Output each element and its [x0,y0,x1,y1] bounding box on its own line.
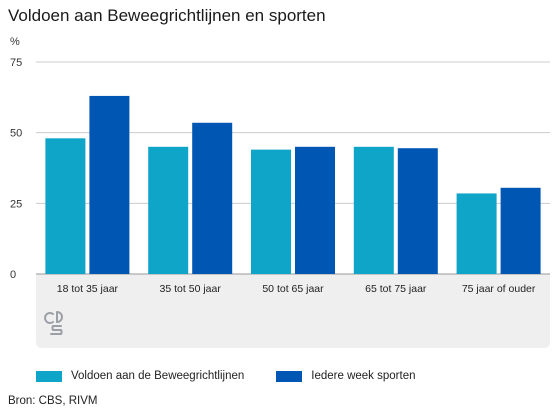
bar-beweegrichtlijnen-4 [456,193,497,274]
legend-item-beweegrichtlijnen: Voldoen aan de Beweegrichtlijnen [36,370,244,382]
chart-title: Voldoen aan Beweegrichtlijnen en sporten [8,6,326,25]
y-tick-label-75: 75 [10,57,22,69]
bar-beweegrichtlijnen-1 [148,146,189,274]
legend-swatch-beweegrichtlijnen [36,370,62,382]
legend-item-sporten: Iedere week sporten [276,370,415,382]
y-tick-label-50: 50 [10,128,22,140]
x-category-label-2: 50 tot 65 jaar [262,283,324,295]
bar-sporten-0 [89,95,130,274]
y-tick-label-25: 25 [10,198,22,210]
bar-beweegrichtlijnen-3 [353,146,394,274]
category-band [36,274,550,348]
legend-label-sporten: Iedere week sporten [311,370,416,382]
bar-sporten-3 [397,148,438,274]
cbs-logo-icon [44,311,63,335]
y-unit-label: % [10,36,20,48]
bar-sporten-1 [192,122,233,274]
bar-chart: 0 25 50 75 18 tot 35 jaar 35 tot 50 jaar 50 to… [10,57,550,348]
bar-sporten-4 [500,187,541,274]
x-category-label-0: 18 tot 35 jaar [57,283,119,295]
source-note: Bron: CBS, RIVM [8,395,98,407]
x-category-label-1: 35 tot 50 jaar [160,283,222,295]
bar-beweegrichtlijnen-0 [45,138,86,274]
legend-swatch-sporten [276,370,303,382]
x-category-label-3: 65 tot 75 jaar [365,283,427,295]
bar-beweegrichtlijnen-2 [251,149,291,274]
bar-sporten-2 [295,146,335,274]
x-category-label-4: 75 jaar of ouder [462,283,536,295]
legend: Voldoen aan de Beweegrichtlijnen Iedere … [36,370,447,382]
y-tick-label-0: 0 [10,269,16,281]
legend-label-beweegrichtlijnen: Voldoen aan de Beweegrichtlijnen [71,370,245,382]
